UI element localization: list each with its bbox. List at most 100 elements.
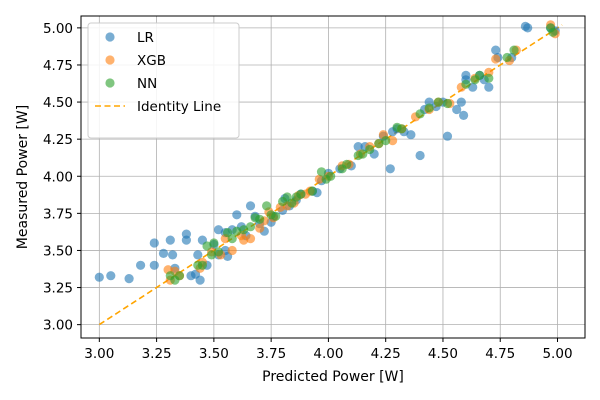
data-point: [262, 201, 272, 211]
x-axis-ticks: 3.00 3.25 3.50 3.75 4.00 4.25 4.50 4.75 5.00: [84, 338, 573, 362]
data-point: [307, 186, 317, 196]
data-point: [207, 250, 217, 260]
data-point: [491, 45, 501, 55]
data-point: [165, 235, 175, 245]
x-tick-label: 3.75: [256, 346, 286, 362]
data-point: [193, 250, 203, 260]
x-tick-label: 5.00: [542, 346, 572, 362]
data-point: [365, 144, 375, 155]
data-point: [548, 27, 558, 37]
data-point: [484, 82, 494, 92]
data-point: [415, 109, 425, 119]
data-point: [342, 159, 352, 169]
legend-item: Identity Line: [95, 99, 221, 115]
data-point: [484, 73, 494, 83]
data-point: [232, 226, 242, 236]
data-point: [358, 149, 368, 159]
legend-label: LR: [137, 30, 154, 46]
data-point: [523, 23, 533, 33]
legend-item: LR: [105, 30, 154, 46]
data-point: [245, 201, 256, 211]
y-tick-label: 3.50: [43, 243, 73, 259]
plot-frame: [80, 15, 586, 339]
data-point: [397, 124, 407, 134]
data-point: [316, 167, 327, 177]
x-tick-label: 3.00: [84, 346, 114, 362]
data-point: [459, 110, 469, 120]
data-point: [202, 241, 212, 251]
legend-marker: [105, 55, 115, 65]
data-point: [255, 214, 265, 224]
data-point: [174, 271, 185, 281]
x-tick-label: 4.00: [313, 346, 343, 362]
data-point: [415, 150, 425, 161]
data-point: [106, 271, 116, 281]
data-point: [326, 171, 336, 181]
legend-label: NN: [137, 76, 157, 92]
y-tick-label: 4.75: [43, 58, 73, 74]
data-points: [94, 20, 560, 285]
data-point: [406, 130, 416, 140]
y-tick-label: 3.00: [43, 318, 73, 334]
y-tick-label: 3.75: [43, 206, 73, 222]
data-point: [149, 260, 159, 270]
data-point: [168, 250, 178, 260]
data-point: [296, 189, 306, 199]
data-point: [255, 223, 265, 233]
data-point: [381, 136, 391, 146]
data-point: [209, 238, 219, 248]
data-point: [424, 103, 434, 113]
data-point: [452, 104, 462, 115]
legend-items: LR XGB NN Identity Line: [95, 30, 221, 115]
data-point: [353, 142, 363, 152]
data-point: [374, 139, 384, 149]
legend-marker: [105, 78, 115, 88]
data-point: [245, 222, 256, 232]
data-point: [442, 98, 453, 109]
data-point: [197, 260, 207, 270]
data-point: [245, 234, 256, 244]
data-point: [213, 247, 224, 257]
data-point: [314, 174, 324, 184]
data-point: [124, 274, 134, 284]
y-tick-label: 3.25: [43, 281, 73, 297]
y-tick-label: 5.00: [43, 21, 73, 37]
legend-marker: [105, 32, 115, 42]
data-point: [232, 210, 242, 220]
x-tick-label: 3.50: [199, 346, 229, 362]
data-point: [385, 164, 395, 174]
y-axis-title: Measured Power [W]: [15, 105, 31, 249]
data-point: [181, 229, 191, 239]
legend-label: XGB: [137, 53, 166, 69]
legend-item: XGB: [105, 53, 166, 69]
data-point: [461, 70, 471, 80]
data-point: [158, 248, 169, 258]
data-point: [461, 79, 471, 89]
legend: LR XGB NN Identity Line: [87, 22, 240, 139]
data-point: [491, 54, 501, 64]
y-tick-label: 4.25: [43, 132, 73, 148]
data-point: [94, 272, 104, 282]
data-point: [475, 70, 485, 80]
x-axis-title: Predicted Power [W]: [262, 369, 404, 385]
data-point: [227, 234, 237, 244]
data-point: [136, 260, 146, 270]
y-tick-label: 4.00: [43, 169, 73, 185]
data-point: [227, 245, 237, 256]
data-point: [502, 52, 512, 63]
data-point: [456, 97, 466, 107]
data-point: [271, 211, 281, 221]
x-tick-label: 4.25: [371, 346, 401, 362]
data-point: [195, 275, 205, 285]
data-point: [442, 131, 453, 141]
x-tick-label: 4.75: [485, 346, 515, 362]
series-nn: [165, 23, 558, 285]
legend-box: [87, 22, 240, 139]
x-tick-label: 3.25: [142, 346, 172, 362]
x-tick-label: 4.50: [428, 346, 458, 362]
y-axis-ticks: 3.00 3.25 3.50 3.75 4.00 4.25 4.50 4.75 5.00: [43, 21, 81, 334]
data-point: [509, 45, 519, 55]
data-point: [388, 136, 398, 146]
data-point: [149, 238, 159, 248]
legend-item: NN: [105, 76, 157, 92]
